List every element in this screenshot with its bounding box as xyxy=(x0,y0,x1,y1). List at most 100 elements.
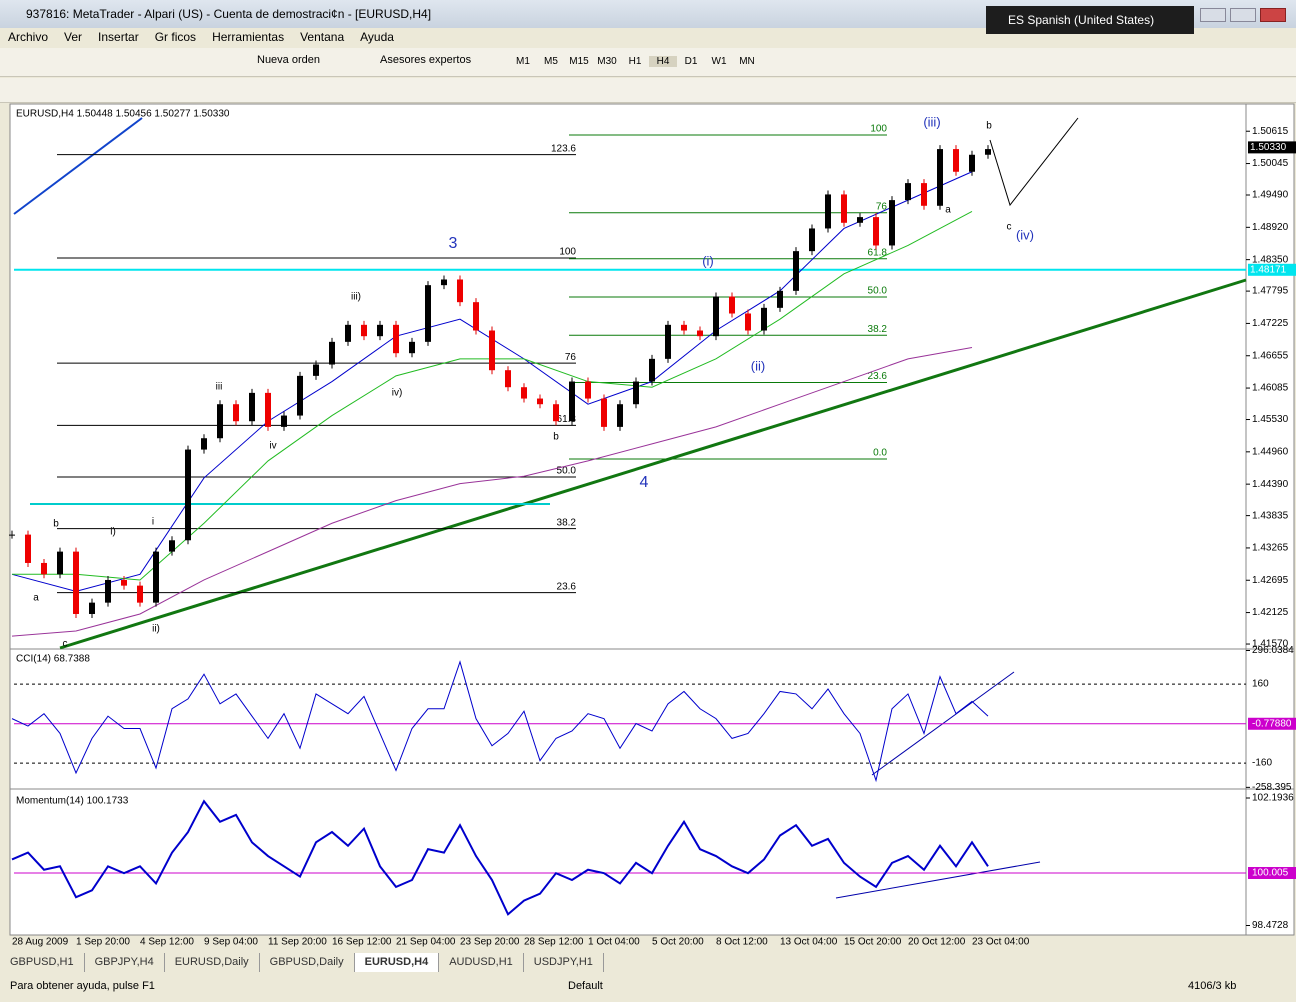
wave-label: (i) xyxy=(702,253,714,268)
y-tick-label: 1.44390 xyxy=(1252,479,1289,490)
x-tick-label: 21 Sep 04:00 xyxy=(396,937,456,948)
fib-label: 38.2 xyxy=(557,517,577,528)
chart-window: EURUSD,H4 1.50448 1.50456 1.50277 1.5033… xyxy=(0,0,1296,952)
x-tick-label: 1 Oct 04:00 xyxy=(588,937,640,948)
y-tick-label: 1.49490 xyxy=(1252,190,1289,201)
wave-label: 4 xyxy=(640,474,649,491)
y-tick-label: 1.45530 xyxy=(1252,414,1289,425)
candle xyxy=(905,183,911,200)
candle xyxy=(153,552,159,603)
wave-label: c xyxy=(63,639,68,650)
fib-label: 50.0 xyxy=(868,286,888,297)
candle xyxy=(617,404,623,427)
chart-tab[interactable]: EURUSD,H4 xyxy=(355,953,440,972)
y-tick-label: 1.42695 xyxy=(1252,575,1289,586)
y-tick-label: 102.1936 xyxy=(1252,793,1294,804)
candle xyxy=(537,399,543,405)
candle xyxy=(953,149,959,172)
chart-tab[interactable]: USDJPY,H1 xyxy=(524,953,604,972)
wave-label: iv xyxy=(269,441,276,452)
y-tick-label: 1.43835 xyxy=(1252,510,1289,521)
candle xyxy=(665,325,671,359)
wave-label: iv) xyxy=(392,388,403,399)
wave-label: (ii) xyxy=(751,358,765,373)
chart-tab[interactable]: GBPJPY,H4 xyxy=(85,953,165,972)
status-traffic: 4106/3 kb xyxy=(1188,980,1236,992)
status-bar: Para obtener ayuda, pulse F1 Default 410… xyxy=(0,975,1296,997)
candle xyxy=(409,342,415,353)
candle xyxy=(585,382,591,399)
candle xyxy=(889,200,895,245)
chart-tab[interactable]: GBPUSD,H1 xyxy=(0,953,85,972)
candle xyxy=(553,404,559,421)
x-tick-label: 8 Oct 12:00 xyxy=(716,937,768,948)
candle xyxy=(137,586,143,603)
candle xyxy=(937,149,943,206)
candle xyxy=(265,393,271,427)
x-tick-label: 5 Oct 20:00 xyxy=(652,937,704,948)
fib-label: 0.0 xyxy=(873,448,887,459)
wave-label: a xyxy=(945,205,951,216)
y-tick-label: 1.42125 xyxy=(1252,607,1289,618)
candle xyxy=(489,331,495,371)
hline-label: 1.48171 xyxy=(1250,264,1287,275)
y-tick-label: 1.43265 xyxy=(1252,543,1289,554)
x-tick-label: 23 Sep 20:00 xyxy=(460,937,520,948)
x-tick-label: 23 Oct 04:00 xyxy=(972,937,1030,948)
status-profile: Default xyxy=(568,980,603,992)
wave-label: b xyxy=(553,432,559,443)
fib-label: 38.2 xyxy=(868,324,888,335)
candle xyxy=(233,404,239,421)
chart-bg xyxy=(10,104,1294,935)
indicator-header: Momentum(14) 100.1733 xyxy=(16,796,129,807)
wave-label: ii) xyxy=(152,624,160,635)
candle xyxy=(633,382,639,405)
x-tick-label: 1 Sep 20:00 xyxy=(76,937,130,948)
wave-label: iii xyxy=(216,382,223,393)
current-price-label: 1.50330 xyxy=(1250,142,1287,153)
wave-label: (iv) xyxy=(1016,227,1034,242)
fib-label: 23.6 xyxy=(557,581,577,592)
candle xyxy=(89,603,95,614)
candle xyxy=(41,563,47,574)
candle xyxy=(601,399,607,427)
candle xyxy=(441,279,447,285)
wave-label: b xyxy=(986,121,992,132)
candle xyxy=(761,308,767,331)
candle xyxy=(25,535,31,563)
x-tick-label: 28 Aug 2009 xyxy=(12,937,69,948)
y-tick-label: 98.4728 xyxy=(1252,920,1289,931)
candle xyxy=(985,149,991,155)
candle xyxy=(777,291,783,308)
fib-label: 100 xyxy=(559,247,576,258)
candle xyxy=(185,450,191,541)
y-tick-label: 1.50045 xyxy=(1252,158,1289,169)
chart-header: EURUSD,H4 1.50448 1.50456 1.50277 1.5033… xyxy=(16,109,230,120)
candle xyxy=(297,376,303,416)
candle xyxy=(9,535,15,536)
candle xyxy=(521,387,527,398)
candle xyxy=(425,285,431,342)
x-tick-label: 9 Sep 04:00 xyxy=(204,937,258,948)
candle xyxy=(329,342,335,365)
candle xyxy=(969,155,975,172)
wave-label: c xyxy=(1007,222,1012,233)
chart-tab[interactable]: GBPUSD,Daily xyxy=(260,953,355,972)
candle xyxy=(393,325,399,353)
y-tick-label: 100.005 xyxy=(1252,868,1289,879)
chart-tab[interactable]: AUDUSD,H1 xyxy=(439,953,524,972)
chart-tab[interactable]: EURUSD,Daily xyxy=(165,953,260,972)
fib-label: 61.8 xyxy=(868,247,888,258)
y-tick-label: 1.50615 xyxy=(1252,126,1289,137)
candle xyxy=(841,194,847,222)
candle xyxy=(57,552,63,575)
wave-label: iii) xyxy=(351,292,361,303)
y-tick-label: 1.47225 xyxy=(1252,318,1289,329)
wave-label: i) xyxy=(110,527,116,538)
candle xyxy=(281,416,287,427)
candle xyxy=(313,365,319,376)
fib-label: 76 xyxy=(876,201,888,212)
wave-label: b xyxy=(53,519,59,530)
y-tick-label: 160 xyxy=(1252,679,1269,690)
